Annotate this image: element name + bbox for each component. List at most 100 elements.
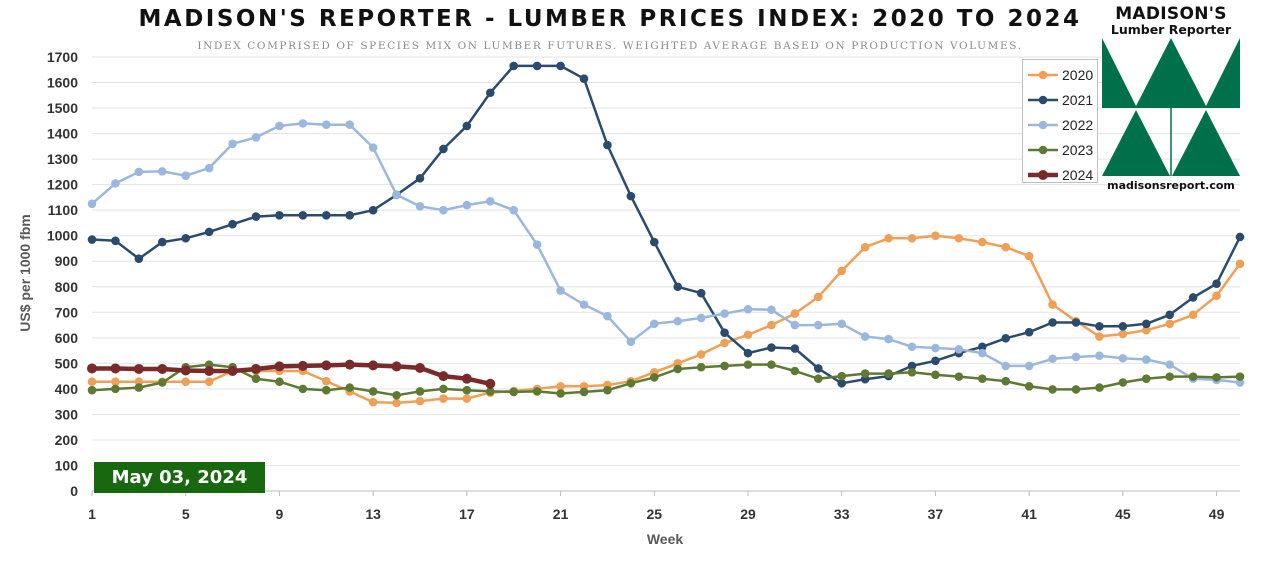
chart-subtitle: INDEX COMPRISED OF SPECIES MIX ON LUMBER… xyxy=(197,40,1023,52)
data-point-2020 xyxy=(977,237,987,247)
data-point-2021 xyxy=(157,237,167,247)
data-point-2022 xyxy=(111,179,120,188)
legend-label: 2021 xyxy=(1062,91,1094,108)
data-point-2021 xyxy=(931,356,940,366)
data-point-2020 xyxy=(813,292,823,302)
data-point-2020 xyxy=(743,330,753,340)
data-point-2024 xyxy=(391,361,402,372)
data-point-2021 xyxy=(275,210,284,220)
data-point-2023 xyxy=(720,361,729,371)
data-point-2023 xyxy=(1001,376,1011,386)
data-point-2022 xyxy=(954,345,964,354)
data-point-2020 xyxy=(1212,291,1221,301)
data-point-2023 xyxy=(556,389,565,398)
series-2023 xyxy=(87,360,1245,400)
data-point-2023 xyxy=(579,387,589,397)
y-tick-label: 0 xyxy=(70,483,78,499)
data-point-2022 xyxy=(1001,361,1011,371)
data-point-2020 xyxy=(321,376,331,386)
series-lines xyxy=(87,61,1245,408)
legend-swatch xyxy=(1028,169,1058,180)
data-point-2023 xyxy=(111,384,120,394)
data-point-2022 xyxy=(884,334,893,344)
legend-label: 2020 xyxy=(1062,66,1094,83)
data-point-2020 xyxy=(1141,325,1151,335)
data-point-2022 xyxy=(1141,355,1151,364)
data-point-2023 xyxy=(743,360,753,369)
y-tick-label: 700 xyxy=(55,304,79,320)
data-point-2023 xyxy=(626,378,636,388)
data-point-2021 xyxy=(345,210,355,220)
data-point-2022 xyxy=(439,205,448,215)
data-point-2020 xyxy=(415,396,425,406)
y-axis-label: US$ per 1000 fbm xyxy=(17,214,33,332)
data-point-2022 xyxy=(485,196,495,206)
data-point-2021 xyxy=(626,191,636,201)
data-point-2020 xyxy=(860,242,870,252)
data-point-2020 xyxy=(1001,242,1011,252)
data-point-2022 xyxy=(87,199,97,209)
y-tick-label: 200 xyxy=(55,432,79,448)
data-point-2020 xyxy=(696,350,706,359)
data-point-2021 xyxy=(1212,279,1221,289)
data-point-2023 xyxy=(87,385,97,395)
y-tick-label: 1500 xyxy=(47,100,78,116)
data-point-2022 xyxy=(696,313,706,323)
data-point-2021 xyxy=(579,74,589,83)
data-point-2022 xyxy=(673,316,683,326)
data-point-2024 xyxy=(87,363,97,374)
data-point-2023 xyxy=(649,373,659,382)
data-point-2021 xyxy=(767,343,776,352)
x-tick-label: 45 xyxy=(1115,506,1131,522)
data-point-2022 xyxy=(649,319,659,329)
data-point-2023 xyxy=(485,387,495,396)
data-point-2022 xyxy=(1024,361,1034,371)
data-point-2023 xyxy=(251,374,261,383)
data-point-2021 xyxy=(813,364,823,373)
legend-item-2023: 2023 xyxy=(1027,137,1097,162)
data-point-2024 xyxy=(157,363,168,374)
data-point-2020 xyxy=(931,231,940,241)
data-point-2020 xyxy=(392,398,401,408)
x-tick-label: 21 xyxy=(553,506,569,522)
data-point-2020 xyxy=(368,397,378,407)
legend-item-2021: 2021 xyxy=(1027,87,1097,112)
data-point-2022 xyxy=(767,305,776,315)
data-point-2022 xyxy=(251,133,261,142)
logo-name: MADISON'S xyxy=(1115,4,1227,24)
data-point-2020 xyxy=(462,394,472,403)
logo-tree-bottom-left xyxy=(1102,110,1170,176)
data-point-2021 xyxy=(298,210,308,220)
data-point-2021 xyxy=(1001,334,1011,343)
legend-swatch xyxy=(1028,120,1058,129)
data-point-2023 xyxy=(954,372,964,381)
data-point-2022 xyxy=(532,240,542,249)
axes: 0 100 200 300 400 500 600 700 800 900 1000 1100 1200… xyxy=(47,49,1225,522)
data-point-2020 xyxy=(111,377,120,387)
data-point-2024 xyxy=(344,359,355,370)
data-point-2023 xyxy=(509,387,519,397)
data-point-2020 xyxy=(1118,329,1128,339)
legend-label: 2023 xyxy=(1062,141,1094,158)
data-point-2023 xyxy=(813,374,823,383)
data-point-2022 xyxy=(720,309,729,318)
data-point-2023 xyxy=(1212,373,1221,382)
data-point-2022 xyxy=(181,171,191,181)
data-point-2021 xyxy=(603,140,612,150)
y-tick-label: 1600 xyxy=(47,75,78,91)
logo-tree-top-right xyxy=(1171,38,1240,106)
data-point-2024 xyxy=(415,362,425,373)
legend-swatch xyxy=(1028,145,1058,154)
data-point-2022 xyxy=(1048,354,1057,364)
data-point-2023 xyxy=(767,360,776,369)
data-point-2022 xyxy=(813,320,823,330)
x-tick-label: 33 xyxy=(834,506,850,522)
data-point-2024 xyxy=(321,360,332,371)
data-point-2022 xyxy=(743,304,753,314)
chart-title: MADISON'S REPORTER - LUMBER PRICES INDEX… xyxy=(138,6,1082,32)
legend-item-2022: 2022 xyxy=(1027,112,1097,137)
data-point-2021 xyxy=(532,61,542,71)
data-point-2021 xyxy=(743,348,753,358)
data-point-2022 xyxy=(509,205,519,215)
data-point-2023 xyxy=(790,366,800,376)
